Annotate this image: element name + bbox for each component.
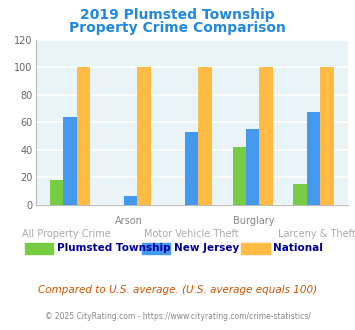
Bar <box>63 116 77 205</box>
Text: Compared to U.S. average. (U.S. average equals 100): Compared to U.S. average. (U.S. average … <box>38 285 317 295</box>
Bar <box>50 180 63 205</box>
Bar <box>320 67 334 205</box>
Bar <box>233 147 246 205</box>
Bar <box>185 132 198 205</box>
Bar <box>124 196 137 205</box>
Text: New Jersey: New Jersey <box>174 244 239 253</box>
Text: © 2025 CityRating.com - https://www.cityrating.com/crime-statistics/: © 2025 CityRating.com - https://www.city… <box>45 312 310 321</box>
Text: All Property Crime: All Property Crime <box>22 229 111 239</box>
Bar <box>307 113 320 205</box>
Bar <box>137 67 151 205</box>
Bar <box>198 67 212 205</box>
Bar <box>260 67 273 205</box>
Text: Motor Vehicle Theft: Motor Vehicle Theft <box>144 229 239 239</box>
Bar <box>246 129 260 205</box>
Text: Larceny & Theft: Larceny & Theft <box>278 229 355 239</box>
Text: Burglary: Burglary <box>234 216 275 226</box>
Text: Property Crime Comparison: Property Crime Comparison <box>69 21 286 35</box>
Bar <box>77 67 90 205</box>
Text: National: National <box>273 244 323 253</box>
Text: Arson: Arson <box>115 216 143 226</box>
Text: Plumsted Township: Plumsted Township <box>57 244 170 253</box>
Text: 2019 Plumsted Township: 2019 Plumsted Township <box>80 8 275 22</box>
Bar <box>294 184 307 205</box>
